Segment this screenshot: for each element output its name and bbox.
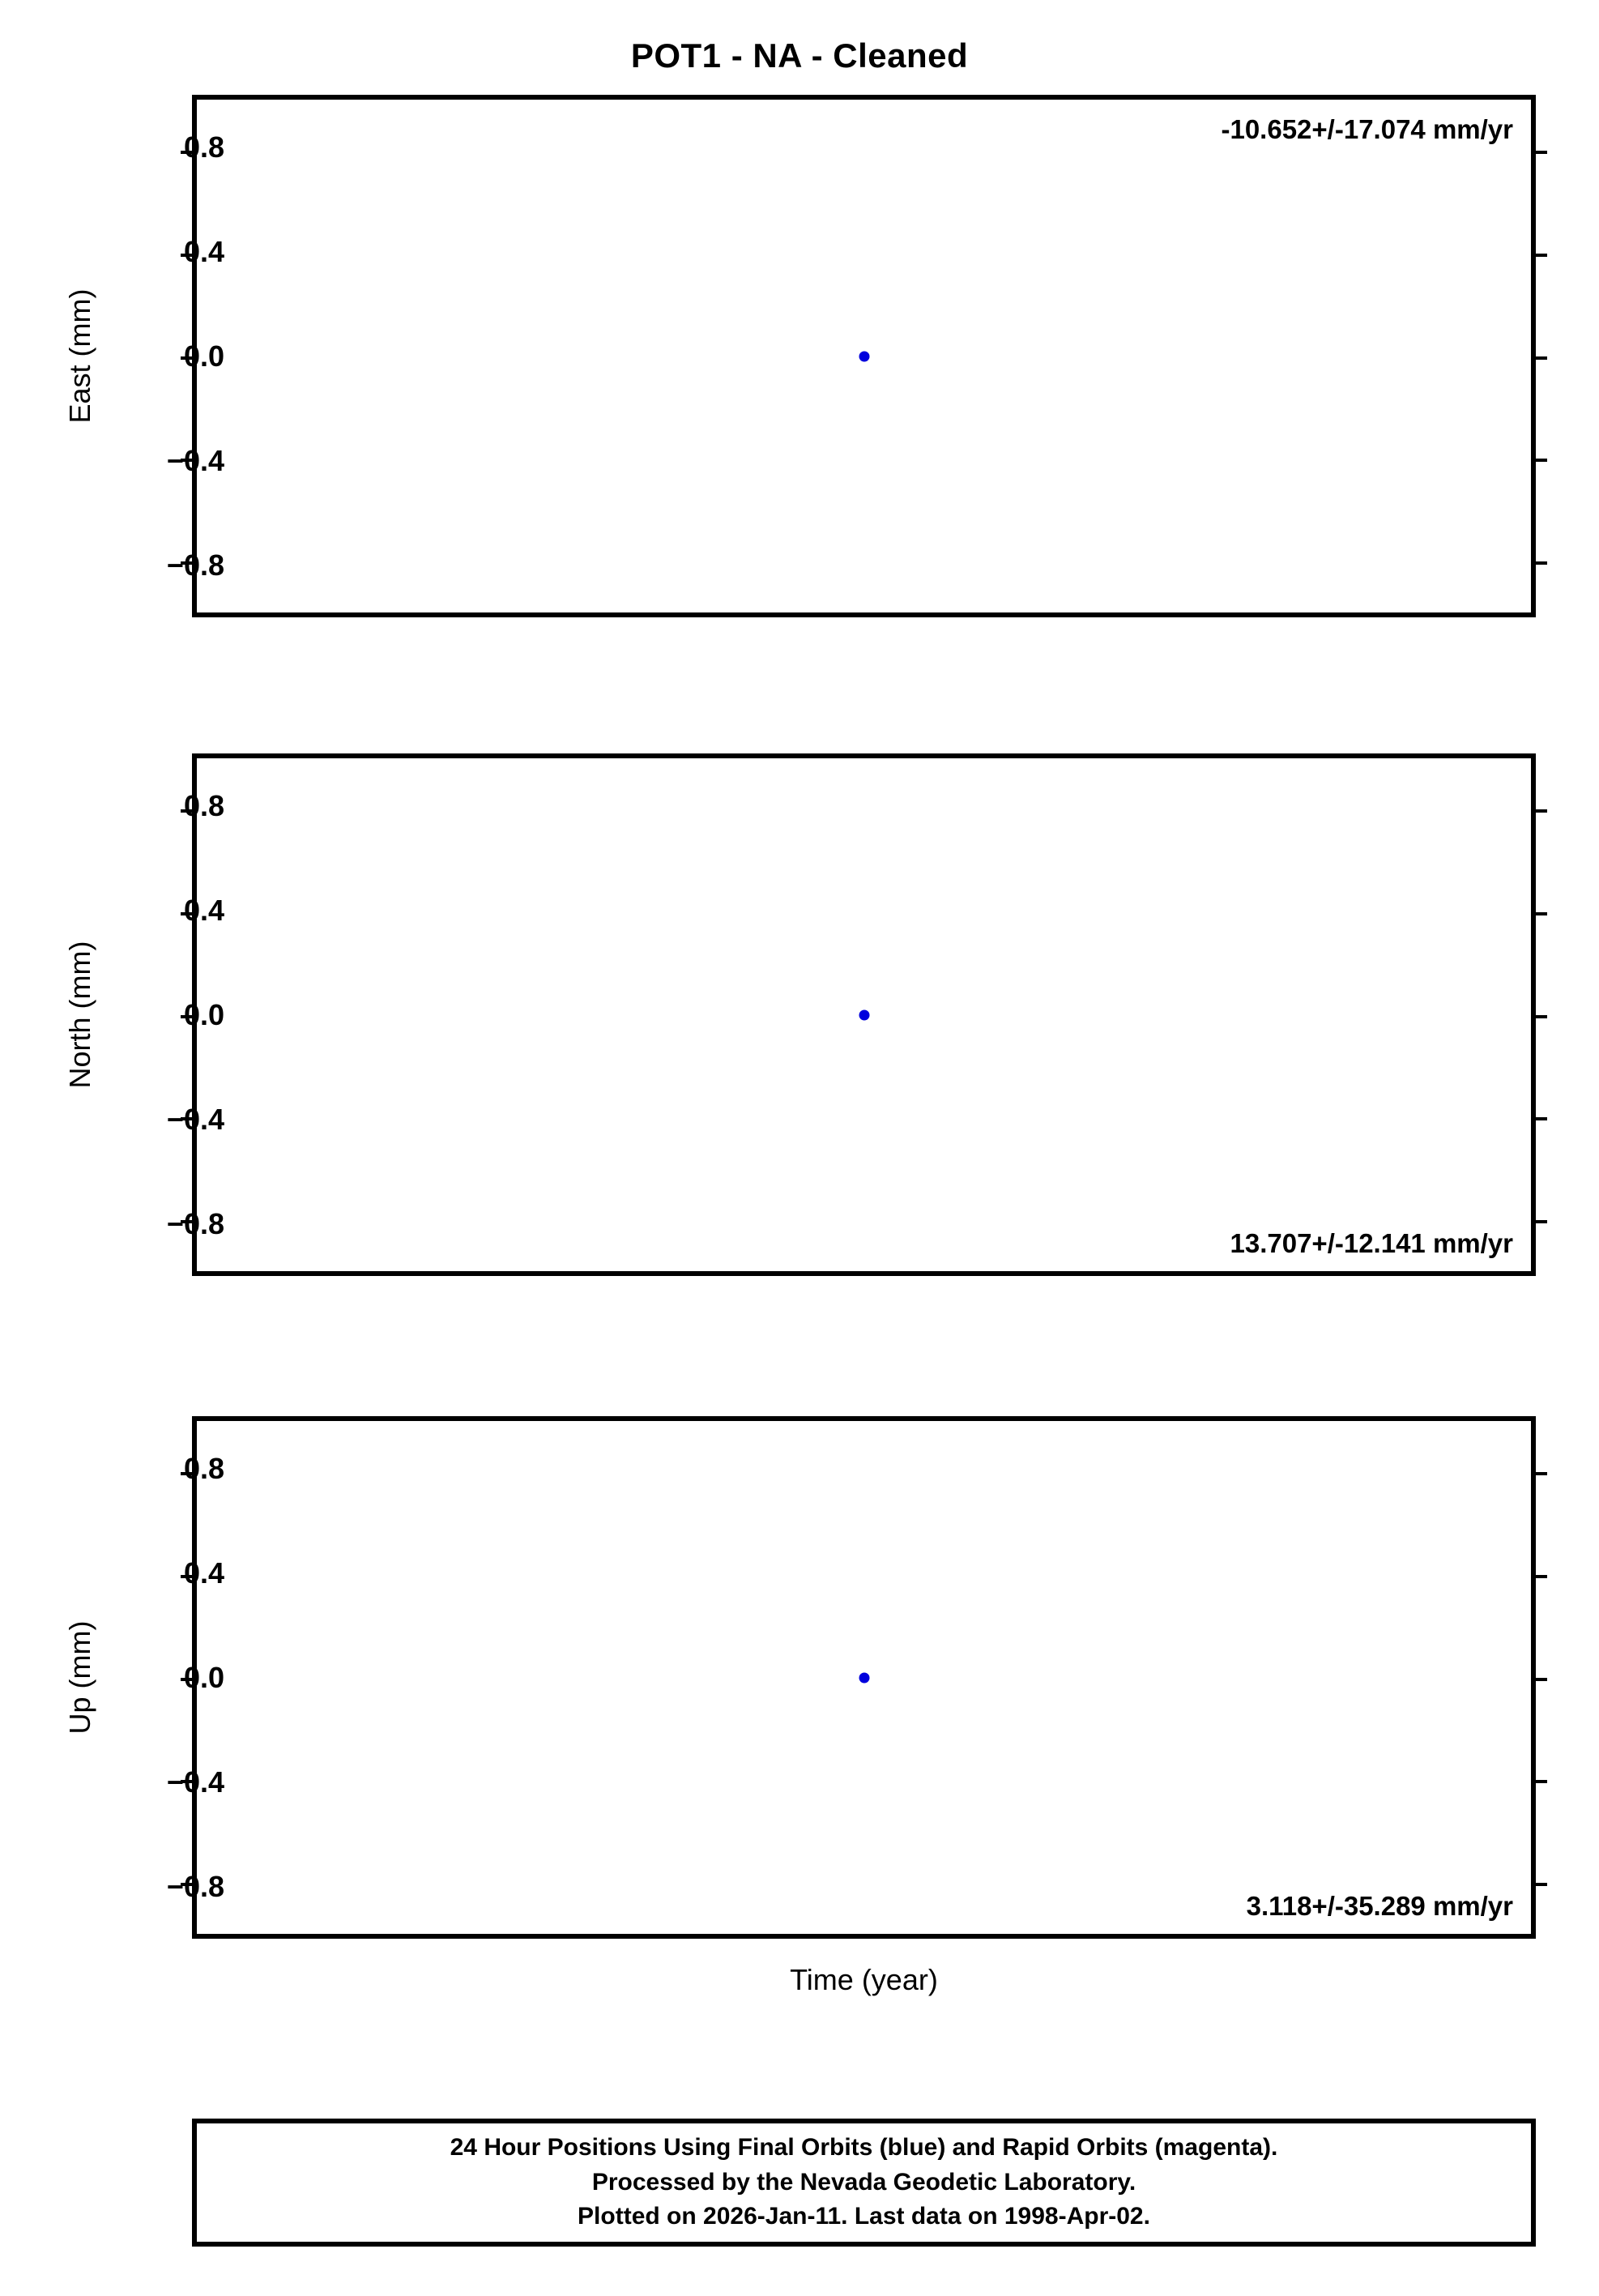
ytick-left-north-1 — [181, 911, 197, 915]
ytick-right-up-2 — [1531, 1677, 1547, 1681]
axis-label-time: Time (year) — [790, 1963, 938, 1996]
ytick-label-up-4: −0.8 — [166, 1869, 224, 1903]
ytick-label-up-0: 0.8 — [183, 1451, 224, 1485]
rate-annotation-east: -10.652+/-17.074 mm/yr — [1221, 114, 1513, 144]
ytick-label-north-0: 0.8 — [183, 788, 224, 822]
rate-annotation-up: 3.118+/-35.289 mm/yr — [1246, 1891, 1513, 1921]
ytick-left-north-4 — [181, 1219, 197, 1223]
rate-annotation-north: 13.707+/-12.141 mm/yr — [1230, 1228, 1513, 1258]
ytick-label-north-3: −0.4 — [166, 1102, 224, 1136]
caption-box: 24 Hour Positions Using Final Orbits (bl… — [192, 2119, 1536, 2247]
ytick-left-north-2 — [181, 1014, 197, 1018]
ytick-label-up-3: −0.4 — [166, 1765, 224, 1799]
page-title: POT1 - NA - Cleaned — [630, 36, 969, 75]
ytick-left-east-4 — [181, 561, 197, 565]
ytick-label-up-2: 0.0 — [183, 1660, 224, 1694]
ytick-right-east-2 — [1531, 356, 1547, 360]
caption-line-plotted: Plotted on 2026-Jan-11. Last data on 199… — [578, 2203, 1150, 2230]
ytick-right-north-4 — [1531, 1219, 1547, 1223]
ytick-left-up-2 — [181, 1677, 197, 1681]
chart-panel-north: 13.707+/-12.141 mm/yr — [181, 753, 1547, 1276]
ytick-label-north-1: 0.4 — [183, 893, 224, 927]
ytick-right-up-0 — [1531, 1472, 1547, 1476]
ytick-right-north-1 — [1531, 911, 1547, 915]
plot-area-north: 13.707+/-12.141 mm/yr — [181, 758, 1547, 1271]
plot-area-up: 3.118+/-35.289 mm/yr — [181, 1421, 1547, 1934]
ytick-right-east-3 — [1531, 459, 1547, 463]
ytick-left-north-0 — [181, 809, 197, 813]
ytick-left-north-3 — [181, 1117, 197, 1121]
ytick-label-east-1: 0.4 — [183, 234, 224, 268]
ytick-right-up-4 — [1531, 1882, 1547, 1886]
ytick-label-east-0: 0.8 — [183, 130, 224, 164]
ytick-left-up-4 — [181, 1882, 197, 1886]
ytick-left-up-0 — [181, 1472, 197, 1476]
data-point-east — [859, 351, 869, 361]
ytick-left-up-3 — [181, 1780, 197, 1784]
data-point-up — [859, 1672, 869, 1683]
ytick-left-east-0 — [181, 151, 197, 155]
ytick-left-east-3 — [181, 459, 197, 463]
ytick-label-east-3: −0.4 — [166, 443, 224, 477]
ytick-right-up-1 — [1531, 1574, 1547, 1578]
ytick-left-east-1 — [181, 253, 197, 257]
ytick-label-north-2: 0.0 — [183, 997, 224, 1031]
ytick-label-east-2: 0.0 — [183, 339, 224, 373]
ytick-right-north-3 — [1531, 1117, 1547, 1121]
chart-panel-east: -10.652+/-17.074 mm/yr — [181, 95, 1547, 617]
plot-area-east: -10.652+/-17.074 mm/yr — [181, 100, 1547, 612]
data-point-north — [859, 1009, 869, 1020]
chart-panel-up: 3.118+/-35.289 mm/yr — [181, 1416, 1547, 1939]
ytick-label-east-4: −0.8 — [166, 548, 224, 582]
ytick-right-north-2 — [1531, 1014, 1547, 1018]
ytick-label-up-1: 0.4 — [183, 1556, 224, 1590]
ytick-label-north-4: −0.8 — [166, 1206, 224, 1240]
ytick-left-up-1 — [181, 1574, 197, 1578]
ytick-right-up-3 — [1531, 1780, 1547, 1784]
ytick-right-north-0 — [1531, 809, 1547, 813]
ytick-right-east-0 — [1531, 151, 1547, 155]
ytick-left-east-2 — [181, 356, 197, 360]
caption-line-orbits: 24 Hour Positions Using Final Orbits (bl… — [450, 2134, 1278, 2162]
ytick-right-east-4 — [1531, 561, 1547, 565]
ytick-right-east-1 — [1531, 253, 1547, 257]
caption-line-processed: Processed by the Nevada Geodetic Laborat… — [591, 2168, 1136, 2196]
